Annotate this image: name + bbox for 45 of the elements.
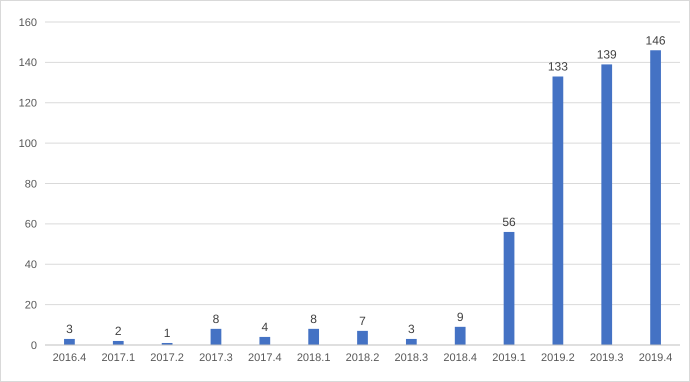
y-tick-label: 40 xyxy=(24,259,37,272)
x-tick-label: 2017.4 xyxy=(248,352,282,364)
bar xyxy=(259,336,270,345)
x-tick-label: 2017.2 xyxy=(150,352,184,364)
bar xyxy=(357,330,368,345)
bar xyxy=(601,64,612,345)
x-tick-label: 2019.1 xyxy=(492,352,526,364)
y-tick-label: 20 xyxy=(24,299,37,312)
data-label: 1 xyxy=(164,326,171,340)
bar xyxy=(454,326,466,345)
data-label: 9 xyxy=(456,310,464,324)
x-tick-label: 2019.2 xyxy=(541,352,575,364)
y-tick-label: 140 xyxy=(18,57,37,70)
x-tick-label: 2019.3 xyxy=(590,352,624,364)
data-label: 3 xyxy=(66,322,74,336)
data-label: 8 xyxy=(212,312,220,326)
x-tick-label: 2019.4 xyxy=(638,352,672,364)
x-tick-label: 2018.1 xyxy=(296,352,330,364)
bar xyxy=(210,328,222,345)
x-tick-label: 2016.4 xyxy=(52,352,86,364)
bar xyxy=(650,50,661,345)
data-label: 7 xyxy=(359,314,366,328)
x-tick-label: 2017.1 xyxy=(101,352,136,364)
y-tick-label: 80 xyxy=(24,178,37,190)
y-tick-label: 160 xyxy=(18,16,37,29)
data-label: 3 xyxy=(408,322,415,336)
data-label: 2 xyxy=(114,324,122,338)
y-tick-label: 100 xyxy=(18,138,37,150)
data-label: 8 xyxy=(310,312,318,326)
bar xyxy=(308,328,320,345)
x-tick-label: 2018.4 xyxy=(443,352,478,364)
data-label: 4 xyxy=(261,320,268,334)
data-label: 56 xyxy=(502,214,516,229)
y-tick-label: 60 xyxy=(24,218,37,231)
y-tick-label: 120 xyxy=(18,98,37,110)
data-label: 146 xyxy=(646,33,666,48)
data-label: 133 xyxy=(548,60,568,74)
x-tick-label: 2018.2 xyxy=(346,352,380,364)
bar xyxy=(552,76,564,345)
x-tick-label: 2018.3 xyxy=(394,352,428,364)
y-tick-label: 0 xyxy=(30,340,37,352)
bar xyxy=(504,232,514,345)
data-label: 139 xyxy=(596,47,618,62)
x-tick-label: 2017.3 xyxy=(199,352,233,364)
bar xyxy=(64,338,75,345)
